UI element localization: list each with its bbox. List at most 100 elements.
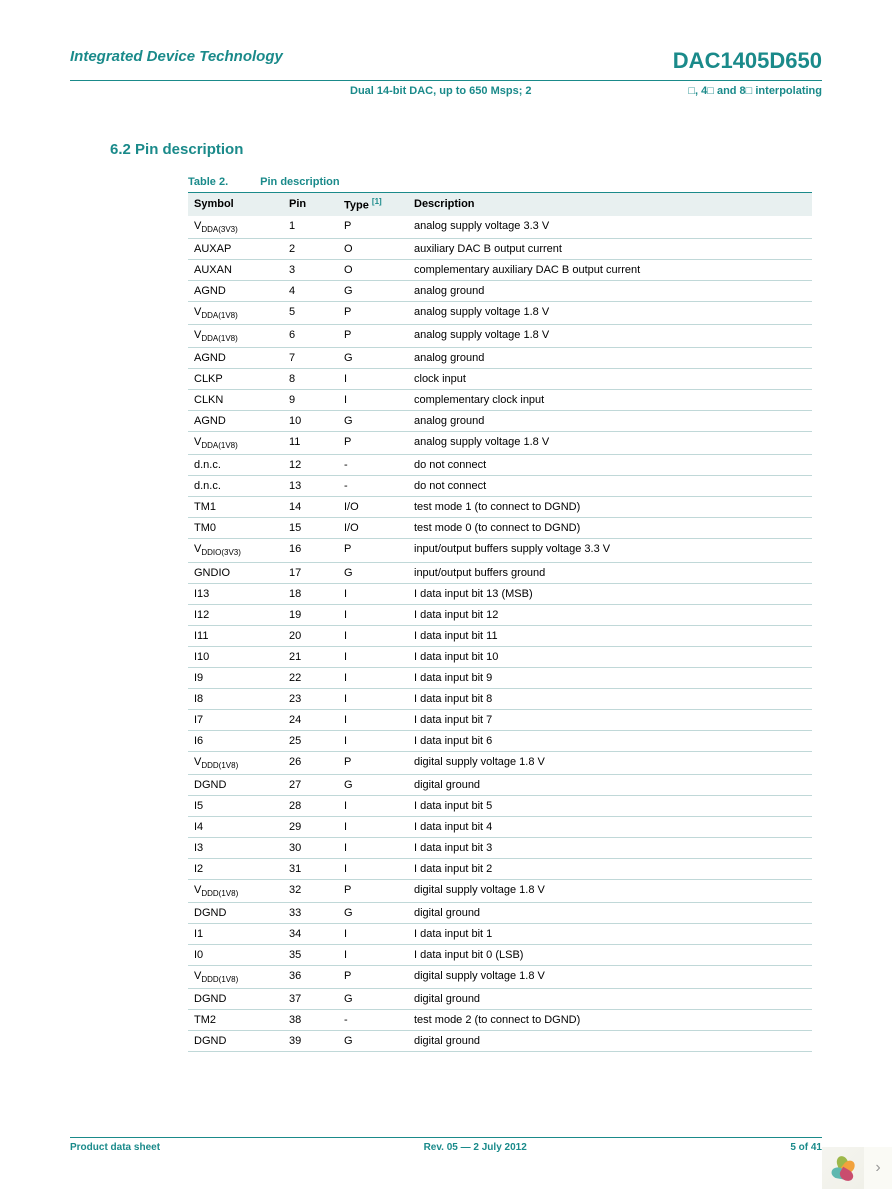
section-heading: 6.2 Pin description (110, 141, 822, 158)
footer-center: Rev. 05 — 2 July 2012 (424, 1142, 527, 1153)
next-page-arrow-icon[interactable]: › (864, 1147, 892, 1189)
table-row: I1318II data input bit 13 (MSB) (188, 583, 812, 604)
cell-type: I (338, 688, 408, 709)
table-row: VDDA(1V8)11Panalog supply voltage 1.8 V (188, 432, 812, 455)
cell-symbol: d.n.c. (188, 476, 283, 497)
col-pin: Pin (283, 193, 338, 216)
table-row: VDDD(1V8)36Pdigital supply voltage 1.8 V (188, 965, 812, 988)
cell-description: I data input bit 12 (408, 604, 812, 625)
product-suffix: □, 4□ and 8□ interpolating (688, 85, 822, 97)
cell-pin: 31 (283, 858, 338, 879)
cell-symbol: I9 (188, 667, 283, 688)
cell-description: I data input bit 13 (MSB) (408, 583, 812, 604)
table-row: I429II data input bit 4 (188, 816, 812, 837)
cell-symbol: VDDA(1V8) (188, 432, 283, 455)
part-number: DAC1405D650 (673, 48, 822, 74)
cell-symbol: I4 (188, 816, 283, 837)
table-row: I528II data input bit 5 (188, 795, 812, 816)
cell-description: I data input bit 2 (408, 858, 812, 879)
table-row: VDDIO(3V3)16Pinput/output buffers supply… (188, 539, 812, 562)
cell-type: I (338, 837, 408, 858)
cell-symbol: AGND (188, 348, 283, 369)
cell-pin: 19 (283, 604, 338, 625)
cell-description: input/output buffers supply voltage 3.3 … (408, 539, 812, 562)
cell-pin: 37 (283, 989, 338, 1010)
cell-symbol: I6 (188, 730, 283, 751)
cell-symbol: VDDD(1V8) (188, 965, 283, 988)
cell-description: test mode 2 (to connect to DGND) (408, 1010, 812, 1031)
cell-description: test mode 0 (to connect to DGND) (408, 518, 812, 539)
cell-symbol: I13 (188, 583, 283, 604)
cell-type: I (338, 369, 408, 390)
corner-logo-icon[interactable] (822, 1147, 864, 1189)
cell-pin: 34 (283, 923, 338, 944)
cell-pin: 3 (283, 259, 338, 280)
cell-description: I data input bit 0 (LSB) (408, 944, 812, 965)
cell-description: digital ground (408, 989, 812, 1010)
cell-type: I/O (338, 497, 408, 518)
cell-type: I (338, 667, 408, 688)
cell-type: P (338, 539, 408, 562)
table-row: I1219II data input bit 12 (188, 604, 812, 625)
footnote-ref: [1] (372, 197, 382, 206)
cell-description: auxiliary DAC B output current (408, 238, 812, 259)
table-row: I823II data input bit 8 (188, 688, 812, 709)
cell-description: I data input bit 10 (408, 646, 812, 667)
pin-description-table: Symbol Pin Type [1] Description VDDA(3V3… (188, 192, 812, 1052)
cell-description: I data input bit 9 (408, 667, 812, 688)
cell-symbol: I12 (188, 604, 283, 625)
cell-pin: 39 (283, 1031, 338, 1052)
cell-type: P (338, 216, 408, 239)
table-row: VDDA(1V8)5Panalog supply voltage 1.8 V (188, 301, 812, 324)
cell-description: analog supply voltage 3.3 V (408, 216, 812, 239)
cell-type: I (338, 390, 408, 411)
table-row: AGND7Ganalog ground (188, 348, 812, 369)
cell-type: I/O (338, 518, 408, 539)
table-row: VDDD(1V8)32Pdigital supply voltage 1.8 V (188, 879, 812, 902)
cell-symbol: GNDIO (188, 562, 283, 583)
cell-symbol: TM1 (188, 497, 283, 518)
table-row: I724II data input bit 7 (188, 709, 812, 730)
cell-description: analog ground (408, 348, 812, 369)
cell-symbol: TM2 (188, 1010, 283, 1031)
cell-pin: 10 (283, 411, 338, 432)
cell-pin: 32 (283, 879, 338, 902)
cell-pin: 9 (283, 390, 338, 411)
cell-symbol: VDDA(3V3) (188, 216, 283, 239)
cell-symbol: CLKP (188, 369, 283, 390)
cell-type: I (338, 795, 408, 816)
table-row: d.n.c.12-do not connect (188, 455, 812, 476)
cell-symbol: AGND (188, 411, 283, 432)
cell-pin: 1 (283, 216, 338, 239)
cell-type: I (338, 583, 408, 604)
cell-type: P (338, 325, 408, 348)
cell-type: G (338, 562, 408, 583)
table-row: VDDD(1V8)26Pdigital supply voltage 1.8 V (188, 751, 812, 774)
table-row: TM238-test mode 2 (to connect to DGND) (188, 1010, 812, 1031)
table-row: d.n.c.13-do not connect (188, 476, 812, 497)
cell-description: analog supply voltage 1.8 V (408, 301, 812, 324)
table-row: CLKN9Icomplementary clock input (188, 390, 812, 411)
col-description: Description (408, 193, 812, 216)
cell-pin: 30 (283, 837, 338, 858)
cell-type: I (338, 944, 408, 965)
cell-symbol: VDDA(1V8) (188, 301, 283, 324)
cell-symbol: I0 (188, 944, 283, 965)
cell-symbol: VDDD(1V8) (188, 751, 283, 774)
cell-symbol: I5 (188, 795, 283, 816)
table-row: AUXAP2Oauxiliary DAC B output current (188, 238, 812, 259)
cell-symbol: VDDIO(3V3) (188, 539, 283, 562)
cell-symbol: I8 (188, 688, 283, 709)
cell-pin: 24 (283, 709, 338, 730)
table-label: Table 2. (188, 176, 228, 188)
cell-description: clock input (408, 369, 812, 390)
page-header: Integrated Device Technology DAC1405D650 (70, 48, 822, 81)
page-footer: Product data sheet Rev. 05 — 2 July 2012… (70, 1137, 822, 1153)
cell-type: I (338, 730, 408, 751)
cell-symbol: DGND (188, 989, 283, 1010)
cell-symbol: I7 (188, 709, 283, 730)
cell-symbol: DGND (188, 1031, 283, 1052)
cell-pin: 28 (283, 795, 338, 816)
cell-pin: 35 (283, 944, 338, 965)
footer-left: Product data sheet (70, 1142, 160, 1153)
